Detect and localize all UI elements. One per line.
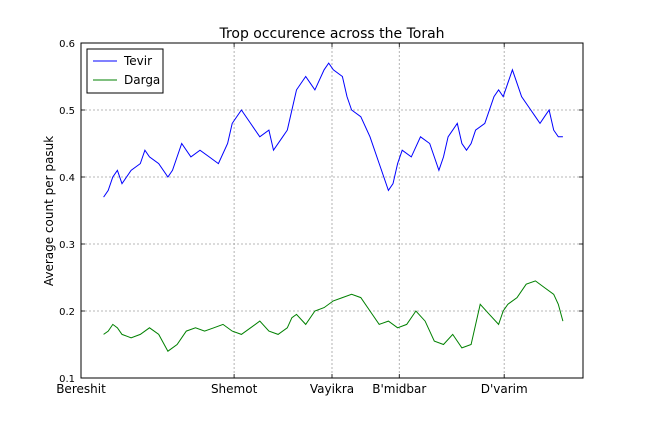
legend: Tevir Darga xyxy=(86,48,164,94)
axes: 0.1 0.2 0.3 0.4 0.5 0.6 Bereshit Shemot Vayikra B… xyxy=(56,39,584,396)
x-tick-label: Shemot xyxy=(211,382,258,396)
legend-label-tevir: Tevir xyxy=(123,54,152,68)
y-tick-label: 0.3 xyxy=(59,240,75,251)
series-lines xyxy=(103,62,564,352)
y-tick-label: 0.2 xyxy=(59,307,75,318)
y-tick-label: 0.4 xyxy=(59,173,75,184)
y-tick-label: 0.1 xyxy=(59,374,75,385)
plot-frame xyxy=(80,42,584,379)
x-tick-label: Vayikra xyxy=(310,382,354,396)
chart-title: Trop occurence across the Torah xyxy=(218,26,444,42)
series-line-tevir xyxy=(103,62,563,198)
x-tick-label: B'midbar xyxy=(372,382,426,396)
y-tick-label: 0.6 xyxy=(59,39,75,50)
series-line-darga xyxy=(103,280,564,352)
y-tick-label: 0.5 xyxy=(59,106,75,117)
legend-label-darga: Darga xyxy=(124,73,160,87)
y-axis-label: Average count per pasuk xyxy=(42,136,56,286)
x-tick-label: Bereshit xyxy=(56,382,106,396)
legend-box xyxy=(86,48,164,94)
x-tick-label: D'varim xyxy=(481,382,528,396)
